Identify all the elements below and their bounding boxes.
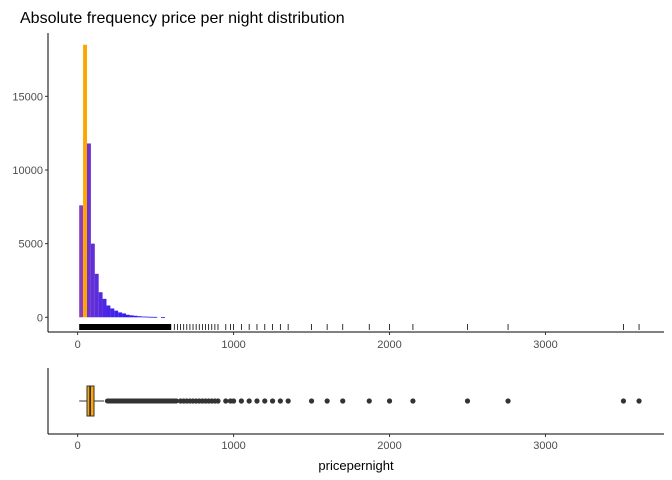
- histogram-bar: [83, 44, 87, 318]
- histogram-bar: [129, 315, 134, 318]
- outlier-point: [505, 398, 511, 404]
- rug-marks: [79, 324, 640, 330]
- outlier-point: [285, 398, 291, 404]
- outlier-point: [215, 398, 221, 404]
- x-tick-label: 1000: [221, 440, 245, 452]
- outlier-point: [308, 398, 315, 404]
- outlier-point: [254, 398, 260, 404]
- histogram-bar: [106, 305, 111, 318]
- histogram-bar: [133, 315, 138, 318]
- histogram-bars: [79, 44, 165, 318]
- outlier-point: [277, 398, 283, 404]
- histogram-bar: [153, 316, 158, 318]
- y-tick-label: 5000: [19, 239, 43, 251]
- outlier-point: [246, 398, 252, 404]
- x-tick-label: 0: [75, 440, 81, 452]
- histogram-panel: 0 5000 10000 15000 0 1000 2000 3000: [12, 33, 664, 351]
- histogram-bar: [125, 314, 130, 318]
- outlier-point: [324, 398, 330, 404]
- histogram-bar: [102, 298, 107, 318]
- histogram-bar: [114, 310, 119, 318]
- histogram-bar: [137, 316, 142, 318]
- x-axis-title: pricepernight: [318, 458, 394, 473]
- histogram-bar: [141, 316, 146, 318]
- x-tick-label: 0: [75, 339, 81, 351]
- histogram-bar: [94, 273, 99, 318]
- outlier-point: [464, 398, 471, 404]
- histogram-bar: [149, 316, 154, 318]
- histogram-bar: [161, 317, 165, 318]
- outlier-point: [223, 398, 229, 404]
- outlier-point: [269, 398, 276, 404]
- outlier-point: [340, 398, 346, 404]
- histogram-bar: [122, 313, 126, 318]
- outlier-point: [386, 398, 393, 404]
- outlier-dense-band: [104, 398, 179, 404]
- x-tick-label: 1000: [221, 339, 245, 351]
- outlier-point: [262, 398, 268, 404]
- y-tick-label: 0: [37, 312, 43, 324]
- boxplot-panel: 0 1000 2000 3000: [47, 368, 664, 452]
- y-tick-label: 15000: [12, 91, 43, 103]
- histogram-bar: [98, 292, 103, 318]
- x-tick-label: 3000: [533, 440, 557, 452]
- outlier-point: [620, 398, 627, 404]
- outlier-point: [366, 398, 372, 404]
- outlier-point: [410, 398, 416, 404]
- histogram-bar: [145, 316, 150, 318]
- outlier-point: [230, 398, 237, 404]
- outlier-point: [238, 398, 244, 404]
- histogram-bar: [79, 205, 84, 318]
- y-tick-label: 10000: [12, 165, 43, 177]
- rug-dense-band: [79, 324, 172, 330]
- x-tick-label: 2000: [377, 440, 401, 452]
- histogram-bar: [86, 143, 91, 318]
- histogram-bar: [110, 308, 115, 318]
- outlier-points: [104, 398, 642, 404]
- histogram-bar: [90, 243, 95, 318]
- chart-title: Absolute frequency price per night distr…: [20, 10, 345, 27]
- histogram-bar: [118, 312, 123, 318]
- outlier-point: [636, 398, 642, 404]
- x-tick-label: 2000: [377, 339, 401, 351]
- x-tick-label: 3000: [533, 339, 557, 351]
